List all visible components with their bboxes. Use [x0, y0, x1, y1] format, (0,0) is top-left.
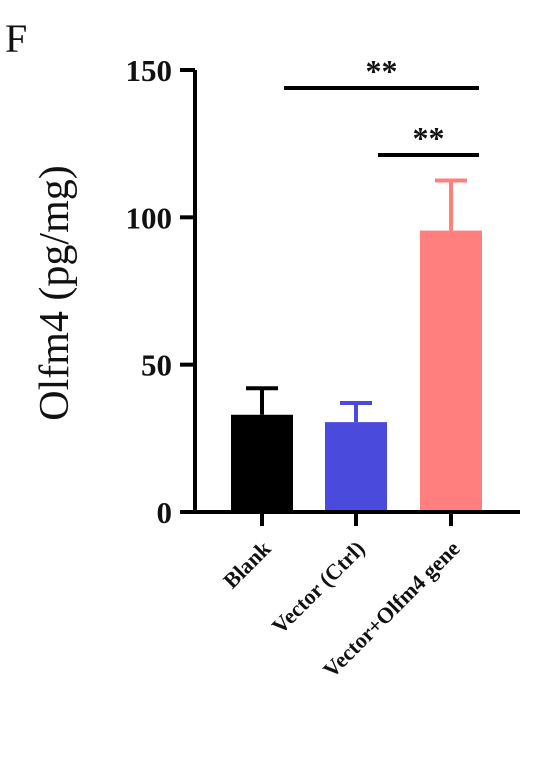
- y-tick-label-50: 50: [141, 348, 172, 383]
- y-tick-label-100: 100: [126, 200, 173, 235]
- bar-2: [420, 230, 482, 513]
- significance-label-1: **: [413, 120, 445, 156]
- y-tick-label-0: 0: [157, 495, 173, 530]
- x-tick-label-1: Vector (Ctrl): [267, 536, 370, 639]
- bar-1: [325, 422, 387, 512]
- bars-group: [231, 230, 482, 513]
- bar-0: [231, 414, 293, 512]
- x-tick-label-0: Blank: [218, 535, 276, 593]
- y-axis-label: Olfm4 (pg/mg): [32, 165, 78, 420]
- significance-group: ** **: [284, 53, 479, 157]
- panel-letter: F: [5, 16, 27, 61]
- y-ticks-group: 0 50 100 150: [126, 53, 195, 530]
- y-tick-label-150: 150: [126, 53, 173, 88]
- error-bars-group: [246, 178, 467, 423]
- significance-label-0: **: [366, 53, 398, 89]
